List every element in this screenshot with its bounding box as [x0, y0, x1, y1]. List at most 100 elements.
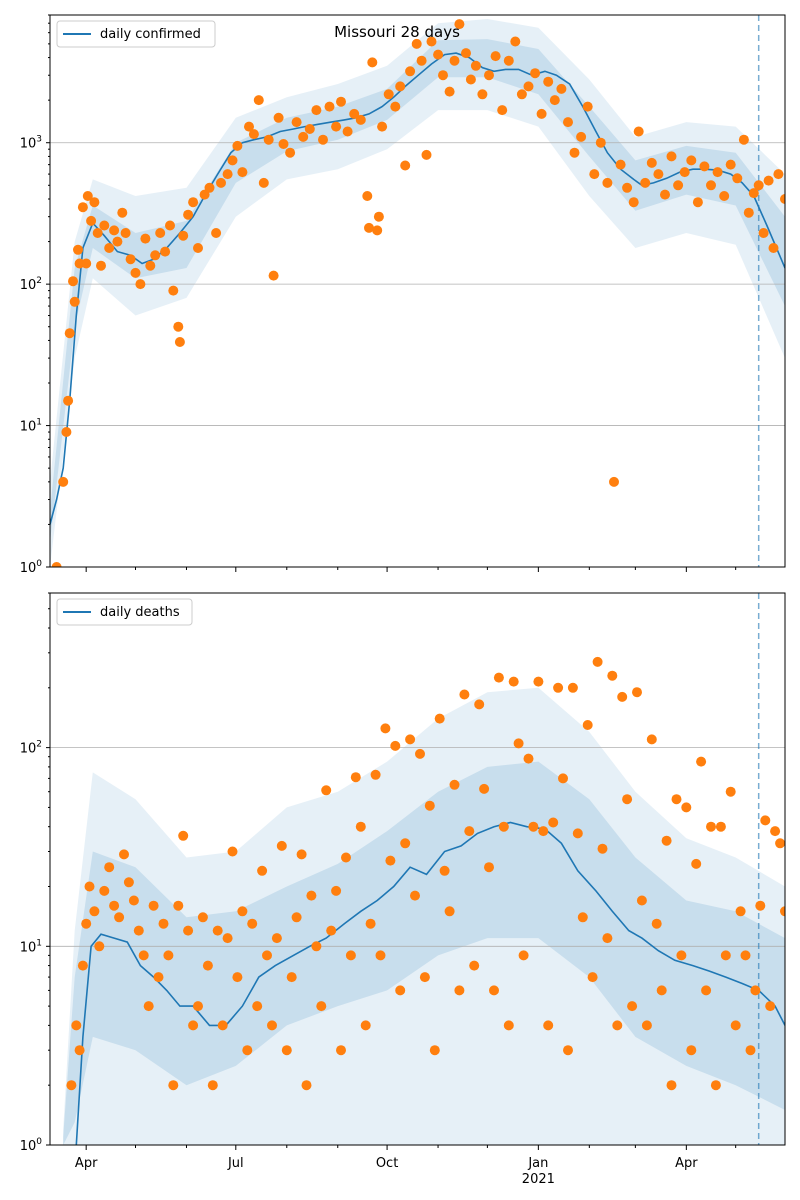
- data-point: [58, 476, 69, 487]
- data-point: [615, 159, 626, 170]
- data-point: [780, 906, 785, 917]
- data-point: [395, 985, 406, 996]
- data-point: [405, 734, 416, 745]
- data-point: [178, 830, 189, 841]
- data-point: [528, 821, 539, 832]
- data-point: [257, 865, 268, 876]
- data-point: [94, 941, 105, 952]
- data-point: [211, 228, 222, 238]
- data-point: [740, 950, 751, 961]
- data-point: [133, 925, 144, 936]
- data-point: [523, 81, 534, 92]
- data-point: [679, 167, 690, 178]
- data-point: [572, 828, 583, 839]
- data-point: [227, 846, 238, 857]
- data-point: [538, 826, 549, 837]
- data-point: [355, 821, 366, 832]
- y-tick-base: 10: [20, 742, 37, 757]
- data-point: [743, 207, 754, 218]
- data-point: [286, 972, 297, 983]
- data-point: [735, 906, 746, 917]
- data-point: [331, 885, 342, 896]
- data-point: [276, 840, 287, 851]
- data-point: [770, 826, 781, 837]
- data-point: [237, 906, 248, 917]
- data-point: [745, 1045, 756, 1056]
- y-tick-label: 102: [20, 740, 42, 757]
- data-point: [592, 656, 603, 667]
- data-point: [765, 1001, 776, 1012]
- data-point: [135, 279, 146, 290]
- data-point: [104, 862, 115, 873]
- data-point: [607, 670, 618, 681]
- data-point: [68, 276, 78, 287]
- data-point: [202, 960, 213, 971]
- data-point: [306, 890, 317, 901]
- data-point: [217, 1020, 228, 1031]
- data-point: [158, 918, 169, 929]
- data-point: [651, 918, 662, 929]
- data-point: [82, 191, 93, 201]
- data-point: [163, 950, 174, 961]
- data-point: [439, 865, 450, 876]
- data-point: [686, 1045, 697, 1056]
- data-point: [252, 1001, 263, 1012]
- data-point: [253, 95, 264, 106]
- data-point: [582, 101, 593, 112]
- data-point: [464, 826, 475, 837]
- data-point: [285, 147, 296, 158]
- data-point: [444, 86, 455, 97]
- data-point: [296, 849, 307, 860]
- data-point: [602, 177, 613, 188]
- data-point: [696, 756, 707, 767]
- data-point: [773, 169, 784, 180]
- data-point: [232, 972, 243, 983]
- data-point: [750, 985, 761, 996]
- data-point: [278, 139, 289, 149]
- data-point: [326, 925, 337, 936]
- data-point: [719, 191, 730, 201]
- data-point: [755, 900, 766, 911]
- data-point: [244, 121, 254, 132]
- data-point: [416, 55, 427, 66]
- data-point: [155, 228, 166, 238]
- data-point: [459, 689, 470, 700]
- data-point: [484, 862, 494, 873]
- data-point: [490, 51, 501, 62]
- data-point: [633, 126, 644, 137]
- data-point: [96, 260, 106, 271]
- data-point: [61, 427, 72, 437]
- data-point: [523, 753, 534, 764]
- data-point: [92, 228, 103, 238]
- y-tick-base: 10: [20, 1139, 37, 1154]
- data-point: [641, 1020, 652, 1031]
- plot-area: [50, 15, 785, 567]
- data-point: [242, 1045, 253, 1056]
- data-point: [582, 720, 593, 730]
- data-point: [188, 1020, 199, 1031]
- data-point: [237, 167, 248, 178]
- data-point: [656, 985, 667, 996]
- fit-line-daily-confirmed: [50, 52, 785, 525]
- data-point: [753, 180, 764, 191]
- data-point: [370, 769, 381, 780]
- data-point: [715, 821, 726, 832]
- data-point: [569, 147, 580, 158]
- data-point: [301, 1080, 312, 1091]
- legend: daily deaths: [56, 598, 193, 626]
- data-point: [676, 950, 687, 961]
- data-point: [775, 838, 785, 849]
- data-point: [758, 228, 769, 238]
- data-point: [595, 137, 606, 148]
- y-tick-base: 10: [20, 278, 37, 293]
- data-point: [661, 835, 672, 846]
- data-point: [77, 960, 88, 971]
- uncertainty-band-outer: [63, 687, 785, 1145]
- data-point: [474, 699, 485, 710]
- data-point: [390, 101, 401, 112]
- data-point: [204, 182, 215, 193]
- data-point: [281, 1045, 292, 1056]
- data-point: [503, 55, 514, 66]
